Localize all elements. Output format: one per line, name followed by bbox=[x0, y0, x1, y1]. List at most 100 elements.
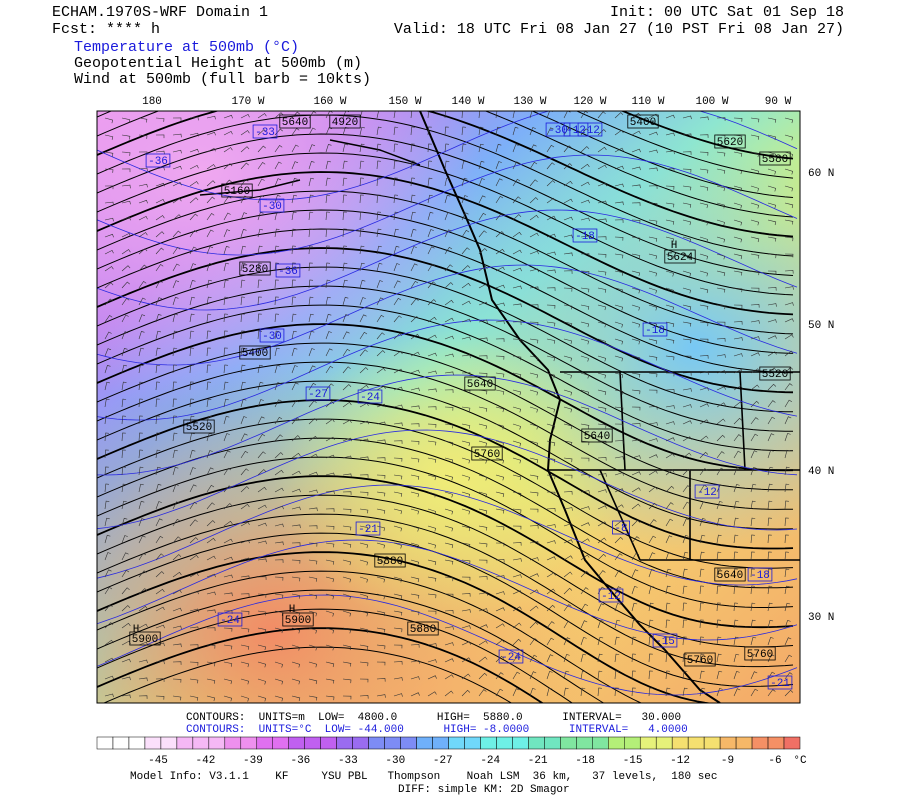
wind-barb bbox=[461, 247, 470, 255]
wind-barb bbox=[104, 151, 114, 157]
wind-barb bbox=[359, 695, 369, 699]
wind-barb bbox=[206, 296, 212, 306]
wind-barb bbox=[240, 381, 246, 391]
wind-barb bbox=[563, 198, 573, 204]
wind-barb bbox=[529, 557, 539, 561]
height-label-box bbox=[714, 134, 746, 149]
wind-barb bbox=[529, 406, 538, 413]
wind-barb bbox=[359, 542, 369, 549]
wind-barb bbox=[716, 117, 726, 121]
wind-barb bbox=[750, 304, 760, 308]
wind-barb bbox=[750, 151, 760, 158]
wind-barb bbox=[597, 253, 607, 258]
wind-barb bbox=[716, 354, 726, 358]
wind-barb bbox=[121, 232, 131, 238]
wind-barb bbox=[580, 163, 590, 170]
wind-barb bbox=[529, 589, 539, 595]
wind-barb bbox=[631, 519, 641, 527]
wind-barb bbox=[104, 298, 113, 306]
colorbar-swatch bbox=[112, 736, 130, 750]
wind-barb bbox=[563, 555, 573, 561]
wind-barb bbox=[291, 488, 301, 493]
wind-barb bbox=[427, 194, 433, 204]
wind-barb bbox=[393, 593, 403, 600]
wind-barb bbox=[665, 653, 670, 663]
wind-barb bbox=[376, 194, 381, 204]
wind-barb bbox=[325, 542, 335, 548]
wind-barb bbox=[478, 212, 487, 221]
wind-barb bbox=[648, 687, 653, 697]
wind-barb bbox=[427, 525, 437, 532]
wind-barb bbox=[563, 355, 573, 362]
wind-barb bbox=[444, 389, 454, 393]
wind-barb bbox=[206, 212, 215, 221]
wind-barb bbox=[393, 559, 403, 566]
wind-barb bbox=[716, 434, 726, 442]
wind-barb bbox=[444, 160, 450, 170]
wind-barb bbox=[597, 537, 607, 544]
wind-barb bbox=[614, 219, 624, 223]
wind-barb bbox=[495, 639, 505, 646]
wind-barb bbox=[274, 313, 280, 323]
wind-barb bbox=[274, 469, 284, 476]
wind-barb bbox=[750, 117, 760, 123]
wind-barb bbox=[121, 517, 128, 527]
wind-barb bbox=[325, 160, 331, 170]
wind-barb bbox=[257, 399, 264, 408]
wind-barb bbox=[104, 398, 110, 408]
wind-barb bbox=[257, 576, 267, 580]
wind-barb bbox=[631, 636, 637, 646]
wind-barb bbox=[682, 253, 691, 260]
wind-barb bbox=[155, 606, 165, 612]
wind-barb bbox=[172, 280, 180, 289]
wind-barb bbox=[189, 164, 199, 170]
map-frame bbox=[96, 110, 801, 704]
wind-barb bbox=[733, 219, 743, 226]
wind-barb bbox=[665, 602, 671, 612]
wind-barb bbox=[750, 320, 760, 324]
wind-barb bbox=[240, 539, 250, 544]
height-contour bbox=[97, 532, 794, 687]
height-contour bbox=[97, 111, 794, 198]
wind-barb bbox=[121, 466, 127, 476]
wind-barb bbox=[223, 296, 229, 306]
wind-barb bbox=[410, 160, 415, 170]
wind-barb bbox=[563, 252, 573, 257]
wind-barb bbox=[716, 338, 726, 342]
wind-barb bbox=[189, 626, 199, 631]
model-info: Model Info: V3.1.1 KF YSU PBL Thompson N… bbox=[130, 771, 718, 783]
wind-barb bbox=[138, 199, 148, 204]
wind-barb bbox=[495, 302, 505, 307]
wind-barb bbox=[189, 246, 197, 255]
wind-barb bbox=[223, 195, 232, 204]
wind-barb bbox=[206, 678, 216, 684]
wind-barb bbox=[648, 636, 653, 646]
wind-barb bbox=[648, 602, 654, 612]
colorbar-swatch bbox=[208, 736, 226, 750]
wind-barb bbox=[393, 263, 400, 272]
wind-barb bbox=[325, 144, 332, 153]
wind-barb bbox=[342, 194, 347, 204]
wind-barb bbox=[648, 535, 657, 544]
wind-barb bbox=[325, 296, 331, 306]
wind-barb bbox=[495, 542, 505, 547]
wind-barb bbox=[716, 287, 726, 293]
wind-barb bbox=[257, 161, 266, 170]
wind-barb bbox=[631, 455, 641, 459]
wind-barb bbox=[172, 415, 178, 425]
wind-barb bbox=[563, 304, 573, 310]
wind-barb bbox=[461, 457, 471, 464]
wind-barb bbox=[495, 195, 504, 204]
wind-barb bbox=[716, 653, 722, 663]
height-contour bbox=[97, 111, 794, 218]
wind-barb bbox=[750, 517, 756, 527]
wind-barb bbox=[121, 483, 127, 493]
wind-barb bbox=[631, 536, 640, 544]
colorbar-label: -27 bbox=[433, 755, 453, 767]
wind-barb bbox=[121, 331, 129, 340]
wind-barb bbox=[580, 490, 590, 494]
wind-barb bbox=[223, 503, 233, 510]
wind-barb bbox=[614, 253, 624, 259]
wind-barb bbox=[325, 661, 335, 668]
wind-barb bbox=[750, 688, 759, 697]
